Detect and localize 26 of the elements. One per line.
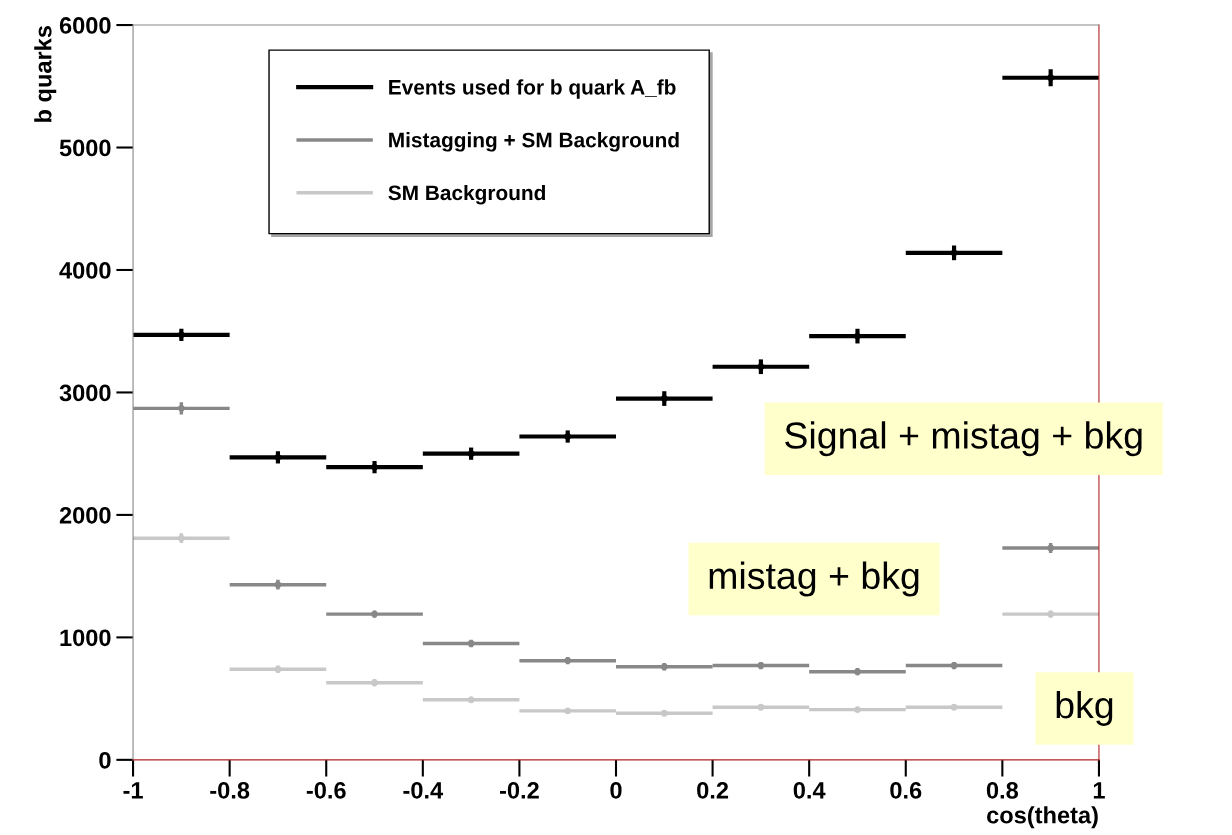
annotation: Signal + mistag + bkg [785,421,1142,457]
x-tick-label: 0.2 [697,782,729,799]
y-tick-label: 1000 [60,629,111,647]
x-tick-label: -1 [123,782,143,799]
y-tick-label: 6000 [59,17,111,34]
y-tick-label: 5000 [59,139,111,157]
x-tick-label: 1 [1093,782,1105,799]
y-tick-label: 0 [99,751,111,769]
annotation: mistag + bkg [709,561,919,597]
annotation: bkg [1056,690,1113,726]
x-tick-label: 0.4 [793,782,826,799]
x-tick-label: -0.2 [499,782,539,799]
y-tick-label: 4000 [59,262,111,279]
legend-label: Mistagging + SM Background [389,132,679,152]
x-tick-label: 0.8 [986,782,1019,799]
legend-label: Events used for b quark A_fb [389,79,676,99]
x-tick-label: -0.6 [306,782,346,799]
legend-label: SM Background [388,184,545,205]
y-tick-label: 2000 [59,506,111,524]
y-tick-label: 3000 [59,384,111,402]
y-axis-title: b quarks [34,26,57,122]
x-tick-label: 0.6 [890,782,922,799]
x-tick-label: -0.8 [210,782,250,799]
x-tick-label: 0 [610,782,622,799]
x-tick-label: -0.4 [403,782,444,799]
x-axis-title: cos(theta) [987,806,1098,829]
